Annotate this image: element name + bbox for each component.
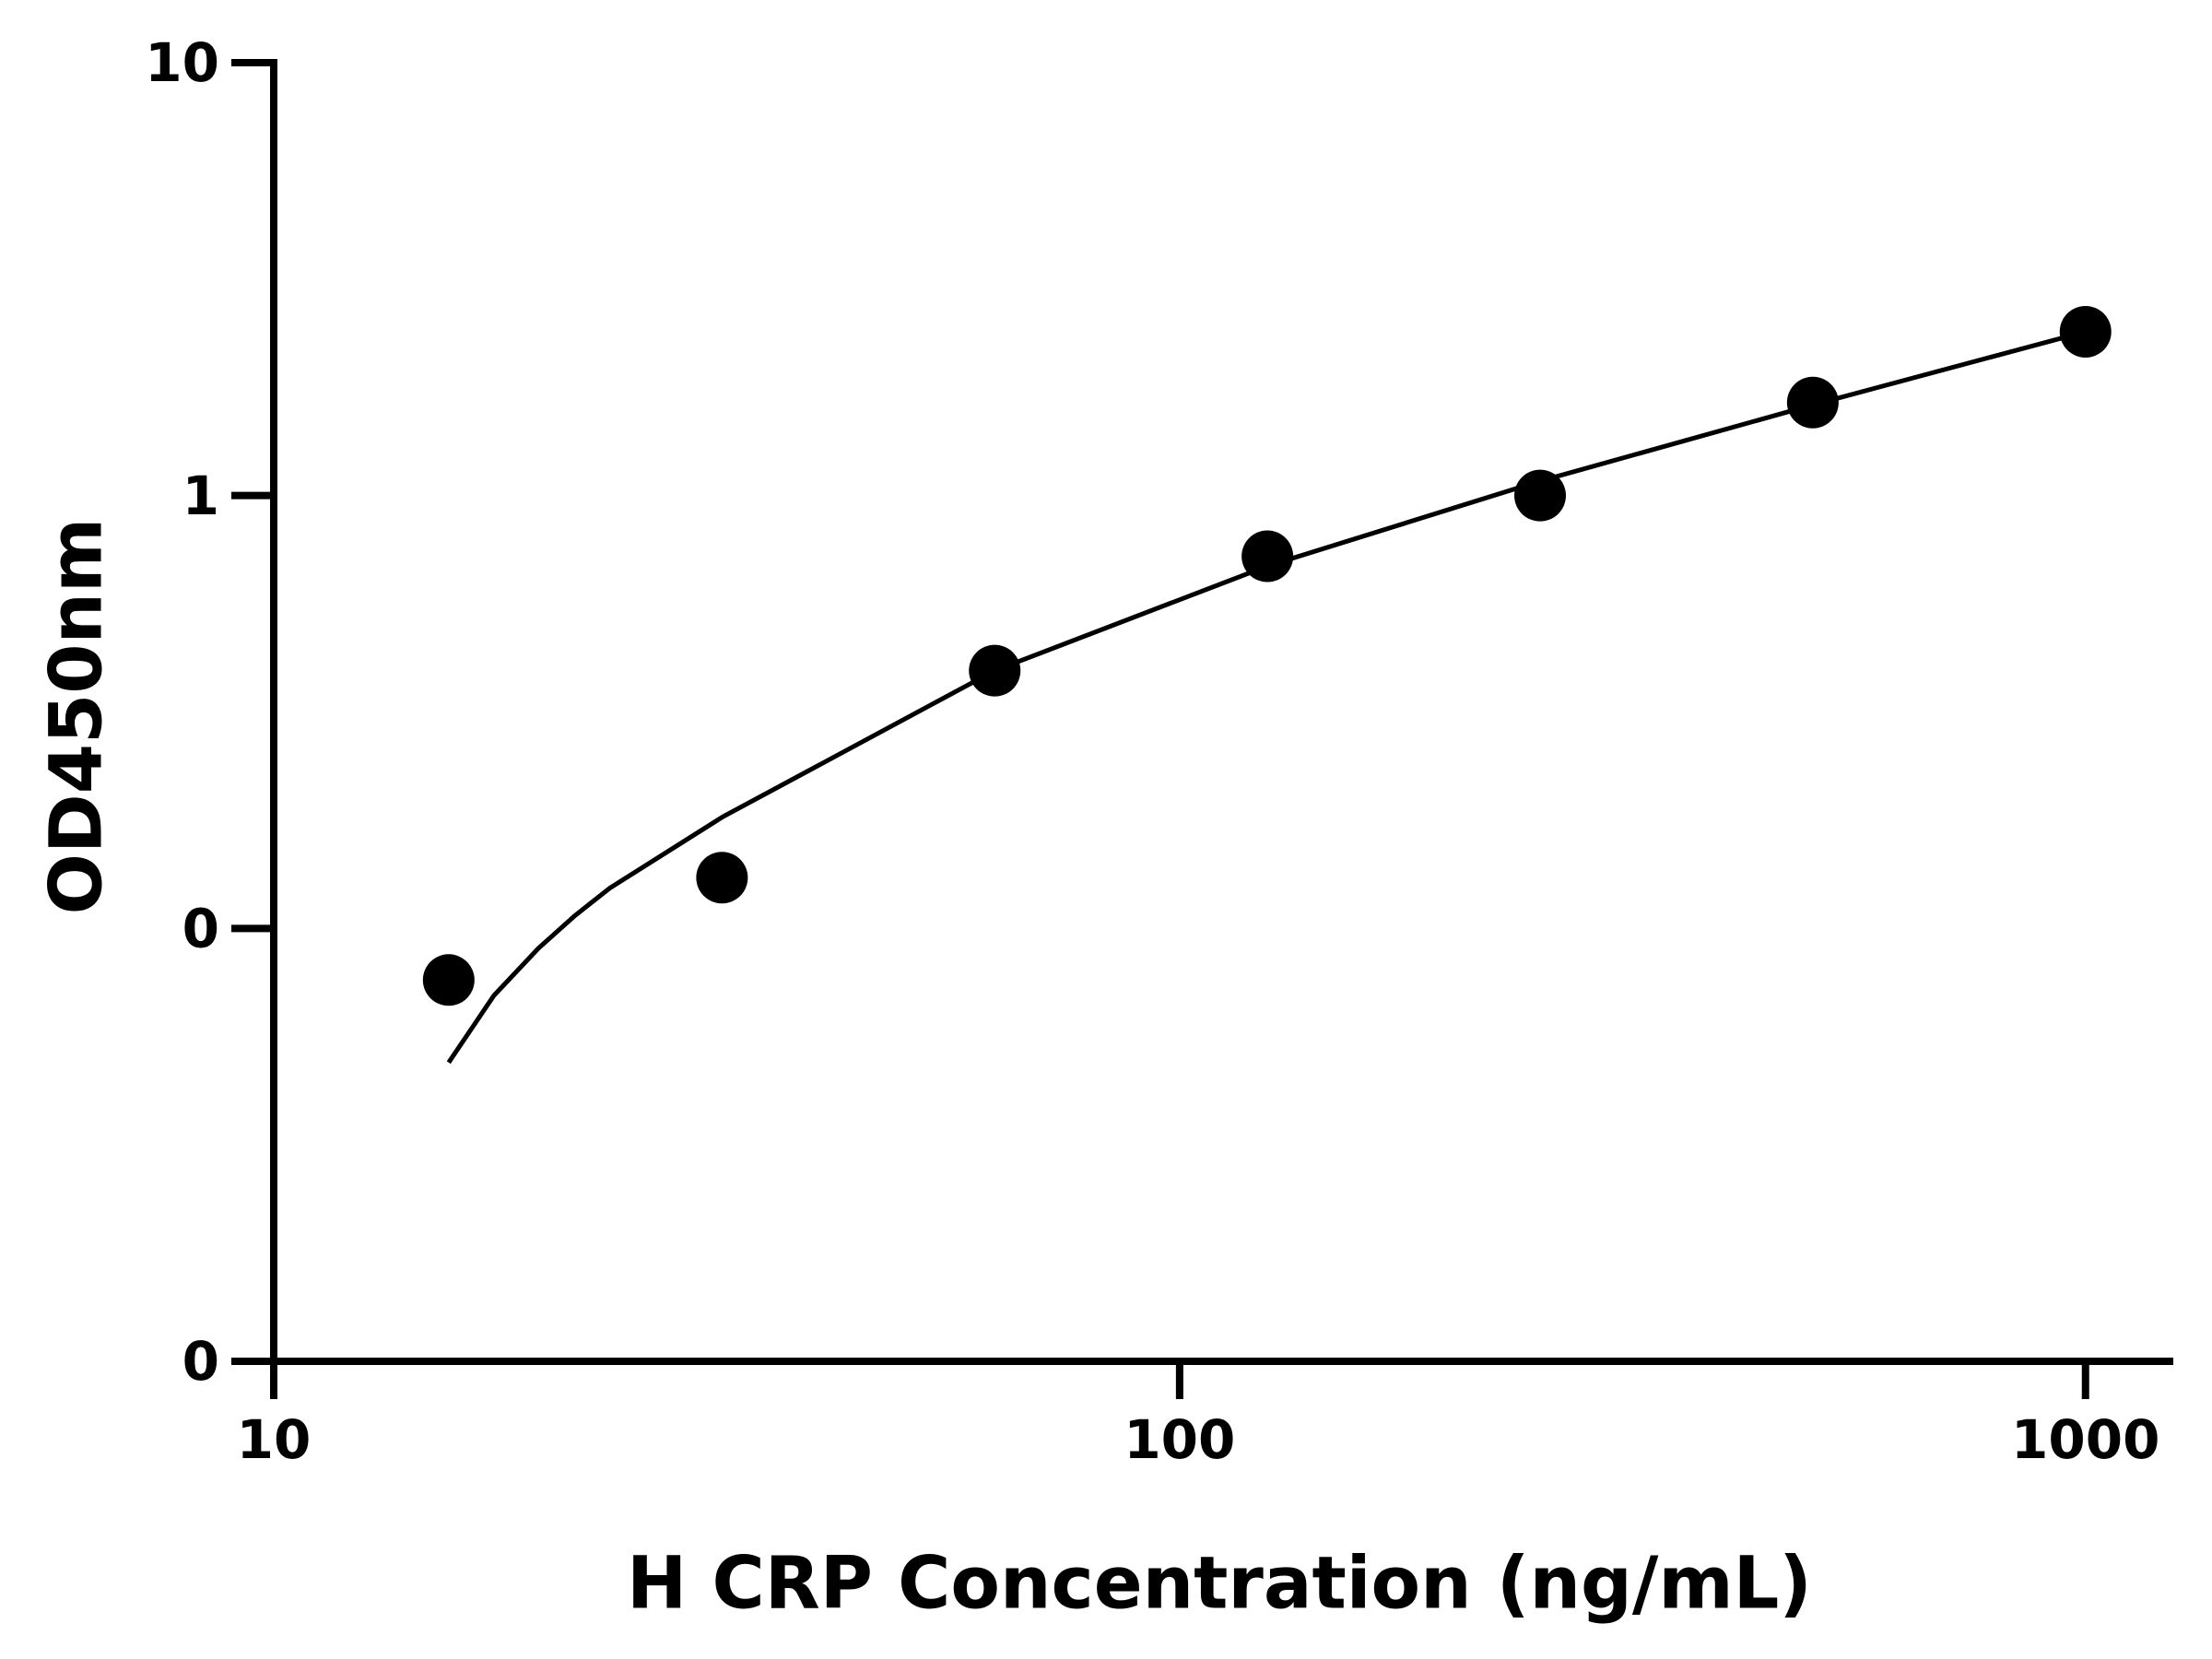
data-point [696, 852, 748, 904]
data-point [422, 954, 475, 1006]
y-tick-label: 1 [182, 465, 219, 527]
y-tick-label: 0 [182, 897, 219, 959]
data-point [2059, 305, 2112, 358]
x-tick-label: 100 [1124, 1408, 1235, 1471]
data-point [1241, 530, 1294, 582]
x-tick-label: 1000 [2011, 1408, 2159, 1471]
y-axis-title: OD450nm [35, 518, 118, 915]
data-point [1786, 376, 1839, 429]
data-point [969, 644, 1021, 697]
x-axis-title: H CRP Concentration (ng/mL) [627, 1542, 1812, 1625]
x-tick-label: 10 [237, 1408, 312, 1471]
y-tick-label: 0 [182, 1330, 219, 1393]
fit-curve [446, 329, 2087, 1065]
data-point [1514, 469, 1566, 522]
y-tick-label: 10 [145, 31, 219, 94]
